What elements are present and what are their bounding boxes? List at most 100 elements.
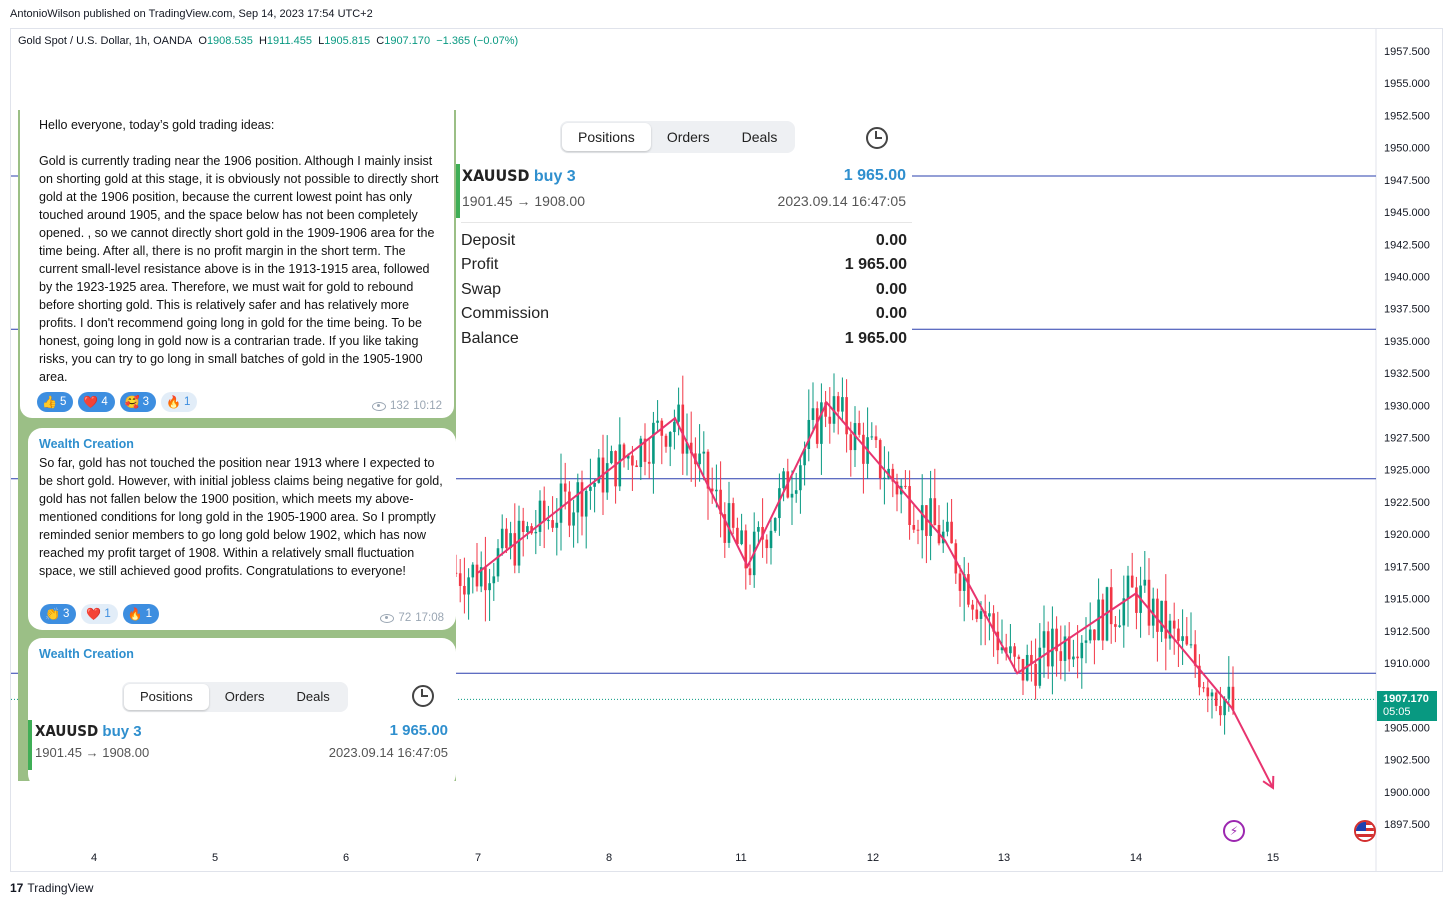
high-label: H xyxy=(258,35,267,47)
symbol-info-bar[interactable]: Gold Spot / U.S. Dollar, 1h, OANDA O1908… xyxy=(18,35,518,47)
candle-body xyxy=(513,533,517,566)
candle-body xyxy=(618,444,622,487)
low-label: L xyxy=(318,35,325,47)
open-label: O xyxy=(198,35,207,47)
zigzag-pattern-line xyxy=(477,400,1274,789)
symbol-name[interactable]: Gold Spot / U.S. Dollar, 1h, OANDA xyxy=(18,35,193,47)
tradingview-logo[interactable]: 17 TradingView xyxy=(10,881,93,895)
row-label: Commission xyxy=(461,305,550,322)
candle-body xyxy=(652,422,655,464)
reaction-love-face[interactable]: 🥰 3 xyxy=(119,392,157,412)
reaction-clap[interactable]: 👏 3 xyxy=(40,604,77,624)
candle-body xyxy=(841,397,844,412)
candle-body xyxy=(824,402,827,417)
candle-body xyxy=(547,520,550,522)
candle-body xyxy=(555,522,559,528)
row-label: Swap xyxy=(461,281,502,298)
tab-deals[interactable]: Deals xyxy=(741,129,778,145)
candle-body xyxy=(1206,687,1210,697)
tab-orders[interactable]: Orders xyxy=(666,129,710,145)
message-meta: 132 10:12 xyxy=(372,400,442,412)
sender-name[interactable]: Wealth Creation xyxy=(39,647,134,661)
views-eye-icon xyxy=(372,401,387,411)
candle-body xyxy=(849,434,853,451)
candle-body xyxy=(509,533,512,549)
position-side: buy 3 xyxy=(533,168,576,185)
candle-body xyxy=(568,491,571,526)
candle-body xyxy=(526,526,529,532)
candle-body xyxy=(1122,598,1126,626)
commission-row: Commission 0.00 xyxy=(461,305,907,323)
reaction-bar: 👏 3 ❤️ 1 🔥 1 xyxy=(40,604,160,624)
candle-body xyxy=(996,631,1000,651)
reaction-heart[interactable]: ❤️ 1 xyxy=(81,604,118,624)
reaction-heart[interactable]: ❤️ 4 xyxy=(78,392,115,412)
candle-body xyxy=(1193,644,1197,666)
tab-positions[interactable]: Positions xyxy=(562,123,651,151)
candle-body xyxy=(740,530,743,545)
candle-body xyxy=(681,404,685,454)
candle-body xyxy=(946,521,949,532)
candle-body xyxy=(916,529,920,531)
candle-body xyxy=(1055,628,1058,652)
reaction-fire[interactable]: 🔥 1 xyxy=(161,392,198,412)
candle-body xyxy=(782,471,785,489)
candle-body xyxy=(1009,646,1012,654)
close-value: 1907.170 xyxy=(384,35,431,47)
reaction-thumbs-up[interactable]: 👍 5 xyxy=(37,392,74,412)
candle-body xyxy=(1198,665,1201,688)
time-tick-label: 7 xyxy=(475,852,481,864)
candle-body xyxy=(1114,624,1117,627)
candle-body xyxy=(463,585,466,595)
chat-message: Wealth Creation Positions Orders Deals X… xyxy=(28,638,456,781)
time-tick-label: 12 xyxy=(867,852,879,864)
price-tick-label: 1927.500 xyxy=(1384,433,1430,445)
candle-body xyxy=(1038,647,1042,686)
candle-body xyxy=(790,493,794,498)
price-tick-label: 1935.000 xyxy=(1384,336,1430,348)
history-clock-icon[interactable] xyxy=(412,685,434,707)
sender-name[interactable]: Wealth Creation xyxy=(39,437,134,451)
candle-body xyxy=(912,524,916,530)
price-tick-label: 1947.500 xyxy=(1384,175,1430,187)
candle-body xyxy=(925,505,928,536)
reaction-count: 1 xyxy=(145,608,153,620)
time-tick-label: 14 xyxy=(1130,852,1142,864)
history-clock-icon[interactable] xyxy=(866,127,888,149)
tab-positions[interactable]: Positions xyxy=(124,684,209,710)
publish-attribution: AntonioWilson published on TradingView.c… xyxy=(10,8,373,20)
reaction-count: 1 xyxy=(104,608,111,620)
tab-orders[interactable]: Orders xyxy=(224,689,265,704)
reaction-fire[interactable]: 🔥 1 xyxy=(122,604,160,624)
candle-body xyxy=(736,527,739,545)
lightning-icon[interactable]: ⚡ xyxy=(1223,820,1245,842)
position-row[interactable]: XAUUSD buy 3 1 965.00 1901.45 → 1908.00 … xyxy=(456,164,906,218)
candle-body xyxy=(631,455,634,466)
position-price-range: 1901.45 → 1908.00 xyxy=(462,193,585,209)
price-tick-label: 1932.500 xyxy=(1384,368,1430,380)
candle-body xyxy=(1189,644,1193,646)
candle-body xyxy=(1160,600,1163,632)
time-tick-label: 15 xyxy=(1267,852,1279,864)
position-row[interactable]: XAUUSD buy 3 1 965.00 1901.45 → 1908.00 … xyxy=(28,720,448,770)
candle-body xyxy=(685,442,689,454)
price-tick-label: 1902.500 xyxy=(1384,755,1430,767)
candle-body xyxy=(647,461,651,464)
candle-body xyxy=(1147,579,1151,626)
row-value: 0.00 xyxy=(875,281,907,298)
price-tick-label: 1957.500 xyxy=(1384,46,1430,58)
price-tick-label: 1930.000 xyxy=(1384,400,1430,412)
low-value: 1905.815 xyxy=(324,35,371,47)
tab-deals[interactable]: Deals xyxy=(296,689,330,704)
candle-body xyxy=(723,514,727,543)
us-flag-icon[interactable] xyxy=(1354,820,1376,842)
candle-body xyxy=(1051,628,1054,667)
arrow-head xyxy=(1262,775,1275,790)
candle-body xyxy=(807,419,811,449)
message-text: Hello everyone, today’s gold trading ide… xyxy=(39,118,439,384)
trade-tabs: Positions Orders Deals xyxy=(560,121,796,153)
candle-body xyxy=(677,404,680,422)
love-face-icon: 🥰 xyxy=(124,395,140,409)
row-label: Deposit xyxy=(461,232,516,249)
